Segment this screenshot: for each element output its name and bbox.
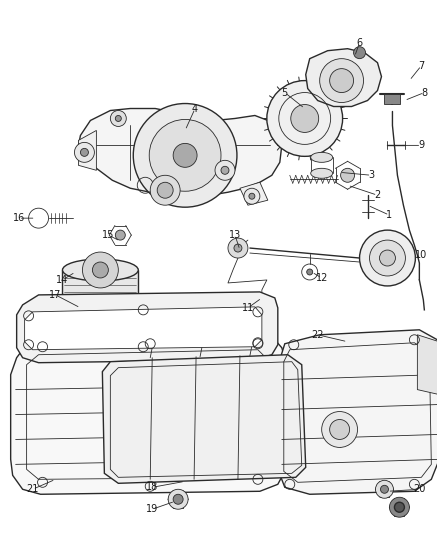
Circle shape [307, 269, 313, 275]
Circle shape [330, 419, 350, 439]
Circle shape [360, 230, 415, 286]
Circle shape [149, 119, 221, 191]
Text: 3: 3 [368, 170, 374, 180]
Circle shape [115, 230, 125, 240]
Circle shape [249, 193, 255, 199]
Circle shape [74, 142, 95, 163]
Circle shape [168, 489, 188, 509]
Circle shape [215, 160, 235, 180]
Ellipse shape [311, 152, 332, 163]
Circle shape [353, 47, 366, 59]
Circle shape [244, 188, 260, 204]
Text: 10: 10 [415, 250, 427, 260]
Circle shape [395, 502, 404, 512]
Polygon shape [306, 49, 381, 107]
Text: 19: 19 [146, 504, 159, 514]
Circle shape [150, 175, 180, 205]
Text: 15: 15 [102, 230, 115, 240]
Circle shape [320, 59, 364, 102]
Text: 14: 14 [57, 275, 69, 285]
Text: 5: 5 [282, 87, 288, 98]
Circle shape [157, 182, 173, 198]
Text: 9: 9 [418, 140, 424, 150]
Text: 16: 16 [13, 213, 25, 223]
Polygon shape [17, 292, 278, 362]
Polygon shape [11, 340, 286, 494]
Circle shape [330, 69, 353, 93]
Polygon shape [78, 109, 282, 196]
Text: 8: 8 [421, 87, 427, 98]
Circle shape [133, 103, 237, 207]
Circle shape [82, 252, 118, 288]
Text: 22: 22 [311, 330, 324, 340]
Text: 18: 18 [146, 482, 159, 492]
Ellipse shape [311, 168, 332, 178]
Circle shape [267, 80, 343, 156]
Text: 1: 1 [386, 210, 392, 220]
Polygon shape [385, 94, 400, 103]
Circle shape [389, 497, 410, 517]
Circle shape [173, 494, 183, 504]
Circle shape [321, 411, 357, 447]
Circle shape [370, 240, 406, 276]
Text: 2: 2 [374, 190, 381, 200]
Circle shape [375, 480, 393, 498]
Polygon shape [417, 335, 438, 394]
Polygon shape [240, 182, 268, 205]
Circle shape [92, 262, 108, 278]
Text: 17: 17 [49, 290, 62, 300]
Text: 13: 13 [229, 230, 241, 240]
Text: 4: 4 [192, 103, 198, 114]
Ellipse shape [63, 317, 138, 339]
Circle shape [379, 250, 396, 266]
Circle shape [81, 148, 88, 156]
Polygon shape [25, 307, 262, 350]
Circle shape [221, 166, 229, 174]
Ellipse shape [63, 259, 138, 281]
Polygon shape [78, 131, 96, 171]
Polygon shape [102, 355, 306, 483]
Circle shape [228, 238, 248, 258]
Text: 7: 7 [418, 61, 424, 71]
Circle shape [381, 486, 389, 493]
Circle shape [291, 104, 319, 132]
Polygon shape [280, 330, 438, 494]
Text: 12: 12 [315, 273, 328, 283]
Text: 21: 21 [26, 484, 39, 494]
Circle shape [234, 244, 242, 252]
Text: 11: 11 [242, 303, 254, 313]
Text: 20: 20 [413, 484, 426, 494]
Circle shape [110, 110, 126, 126]
Text: 6: 6 [357, 38, 363, 48]
Circle shape [173, 143, 197, 167]
Circle shape [341, 168, 355, 182]
Circle shape [115, 116, 121, 122]
Polygon shape [63, 270, 138, 328]
